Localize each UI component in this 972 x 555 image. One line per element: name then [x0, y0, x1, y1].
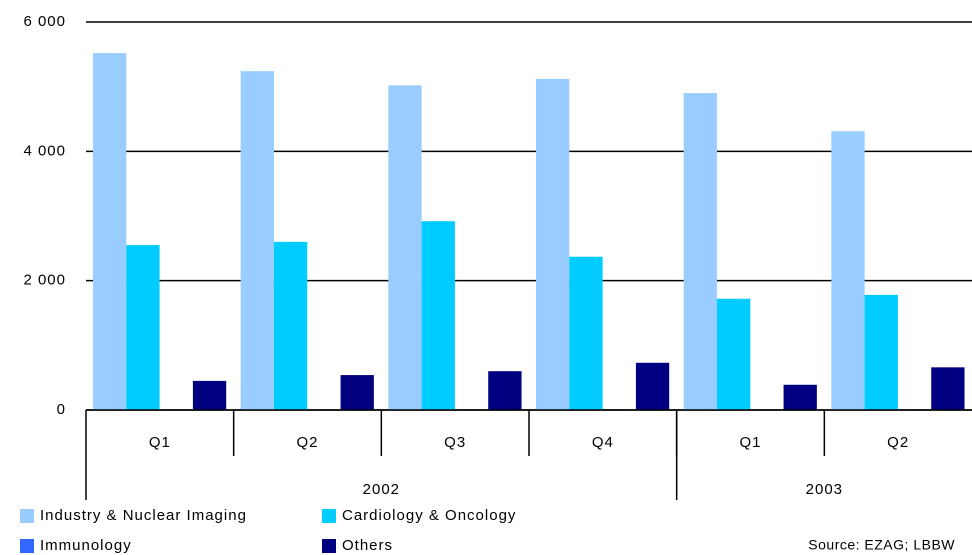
bar: [716, 298, 751, 410]
y-tick-label: 6 000: [23, 13, 66, 30]
legend-swatch: [322, 539, 336, 553]
bar: [421, 221, 455, 410]
bar: [126, 245, 160, 410]
legend-swatch: [20, 509, 34, 523]
bar: [273, 241, 308, 410]
bar: [488, 371, 522, 410]
y-tick-label: 4 000: [23, 142, 66, 159]
x-tick-label: Q2: [296, 434, 318, 451]
group-label: 2003: [806, 481, 843, 498]
group-label: 2002: [363, 481, 400, 498]
bar: [388, 85, 422, 410]
bar: [783, 384, 817, 410]
legend-label: Others: [342, 537, 393, 554]
x-tick-label: Q2: [887, 434, 909, 451]
x-tick-label: Q1: [149, 434, 171, 451]
bar: [635, 362, 670, 410]
bar: [192, 380, 227, 410]
y-tick-label: 0: [57, 401, 66, 418]
source-note: Source: EZAG; LBBW: [808, 537, 955, 553]
bar: [864, 294, 898, 410]
legend-label: Cardiology & Oncology: [342, 507, 516, 524]
legend-swatch: [322, 509, 336, 523]
bar: [683, 93, 717, 410]
bar: [536, 78, 570, 410]
bar: [569, 256, 603, 410]
legend-label: Immunology: [40, 537, 132, 554]
x-tick-label: Q4: [592, 434, 614, 451]
bar: [931, 367, 965, 410]
bar: [93, 53, 127, 410]
legend-label: Industry & Nuclear Imaging: [40, 507, 247, 524]
x-tick-label: Q1: [739, 434, 761, 451]
bar: [240, 71, 274, 410]
bar: [831, 131, 865, 410]
x-tick-label: Q3: [444, 434, 466, 451]
y-tick-label: 2 000: [23, 272, 66, 289]
legend-swatch: [20, 539, 34, 553]
bar: [340, 375, 374, 410]
